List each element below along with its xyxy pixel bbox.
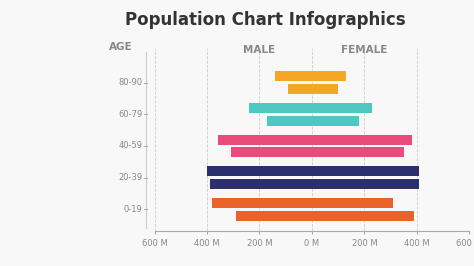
Text: MALE: MALE (244, 45, 275, 56)
Bar (312, 147, 404, 157)
Bar (288, 84, 312, 94)
Text: Population Chart Infographics: Population Chart Infographics (125, 11, 406, 29)
Bar (312, 135, 411, 145)
Bar (275, 71, 312, 81)
Text: 0-19: 0-19 (124, 205, 143, 214)
Bar (210, 179, 312, 189)
Bar (218, 135, 312, 145)
Text: 80-90: 80-90 (118, 78, 143, 87)
Bar (236, 210, 312, 221)
Bar (267, 116, 312, 126)
Bar (212, 198, 312, 208)
Bar (249, 103, 312, 113)
Bar (207, 166, 312, 176)
Text: AGE: AGE (109, 42, 132, 52)
Bar (312, 179, 419, 189)
Text: 60-79: 60-79 (118, 110, 143, 119)
Bar (312, 103, 372, 113)
Bar (312, 71, 346, 81)
Bar (312, 166, 419, 176)
Bar (312, 210, 414, 221)
Text: 40-59: 40-59 (118, 142, 143, 151)
Bar (312, 198, 393, 208)
Text: FEMALE: FEMALE (341, 45, 388, 56)
Bar (312, 84, 338, 94)
Text: 20-39: 20-39 (118, 173, 143, 182)
Bar (231, 147, 312, 157)
Bar (312, 116, 359, 126)
